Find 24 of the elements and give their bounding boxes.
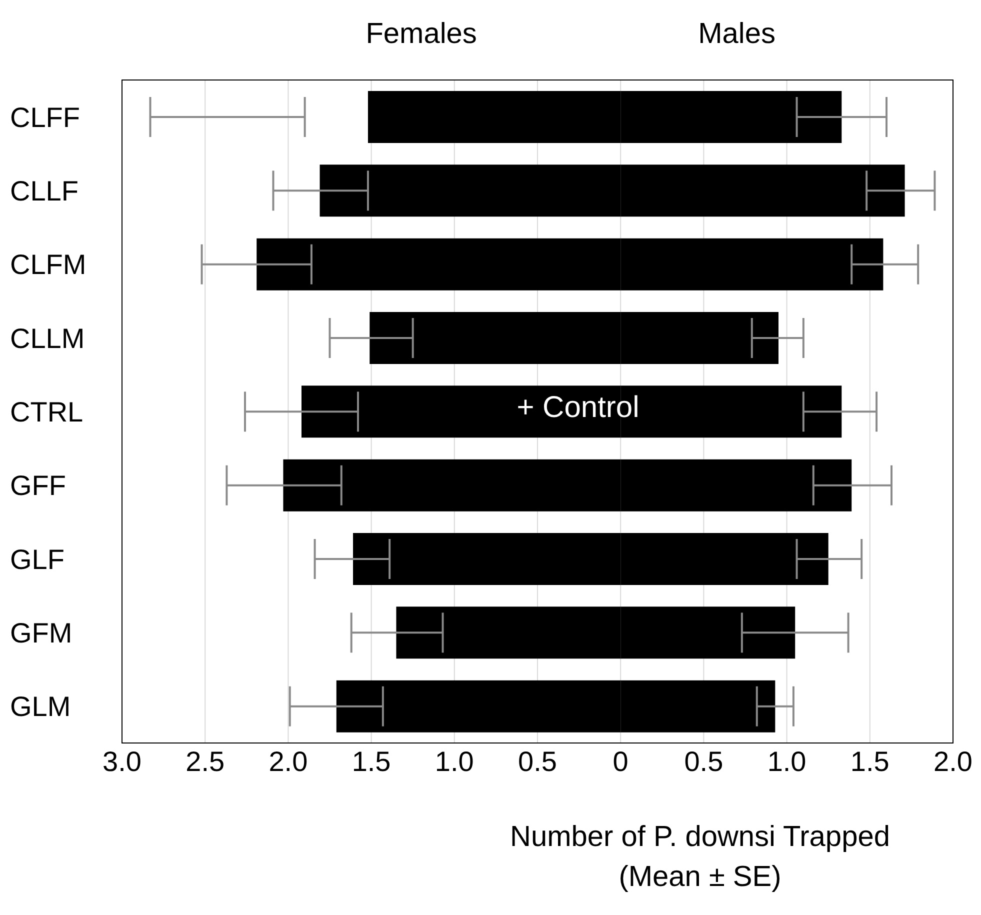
series-label: Females: [364, 18, 478, 51]
x-axis-title: Number of P. downsi Trapped (Mean ± SE): [509, 820, 891, 895]
y-tick-label: GLM: [10, 691, 71, 722]
x-tick-label: 1.0: [767, 746, 806, 777]
x-tick-label: 1.5: [352, 746, 391, 777]
x-tick-label: 1.5: [850, 746, 890, 777]
y-tick-label: CTRL: [10, 396, 84, 428]
y-tick-label: CLFM: [10, 249, 86, 280]
x-tick-label: 0.5: [684, 746, 724, 777]
y-tick-label: GFM: [10, 617, 72, 648]
y-tick-label: GFF: [10, 470, 66, 502]
x-tick-label: 2.0: [268, 746, 308, 777]
x-tick-label: 2.0: [934, 746, 972, 777]
x-tick-label: 1.0: [434, 746, 474, 777]
x-tick-label: 2.5: [186, 746, 225, 777]
y-tick-label: CLFF: [10, 102, 80, 133]
x-tick-label: 0.5: [518, 746, 557, 777]
series-label: Males: [697, 18, 776, 51]
y-tick-label: CLLM: [10, 322, 85, 354]
y-tick-label: CLLF: [10, 175, 78, 206]
y-tick-label: GLF: [10, 544, 64, 575]
annotation: + Control: [516, 391, 640, 425]
x-tick-label: 0: [612, 746, 628, 777]
x-tick-label: 3.0: [102, 746, 142, 777]
